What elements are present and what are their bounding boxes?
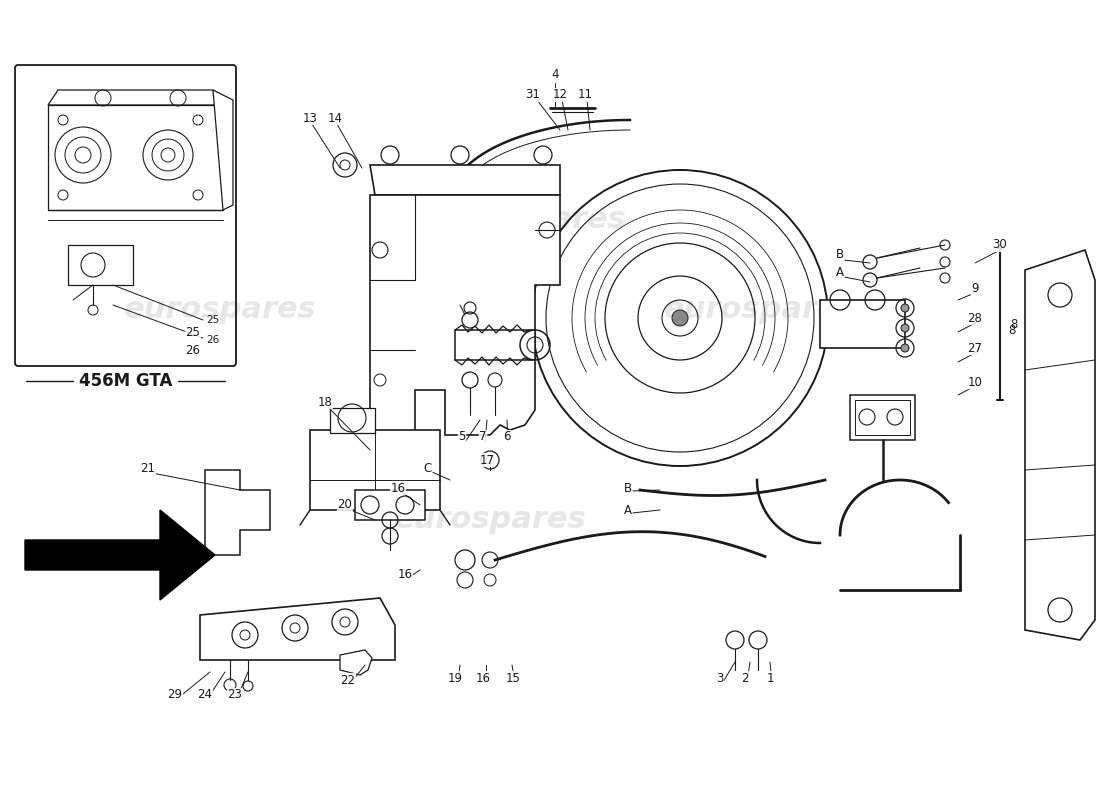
Circle shape <box>901 344 909 352</box>
Text: 8: 8 <box>1010 318 1018 331</box>
Bar <box>850 395 915 440</box>
Text: 23: 23 <box>228 689 242 702</box>
Text: 17: 17 <box>480 454 495 466</box>
Text: B: B <box>624 482 632 494</box>
Polygon shape <box>340 650 372 675</box>
Text: 456M GTA: 456M GTA <box>79 372 173 390</box>
Text: eurospares: eurospares <box>394 506 586 534</box>
Circle shape <box>672 310 688 326</box>
Text: 20: 20 <box>338 498 352 511</box>
Text: 9: 9 <box>971 282 979 294</box>
Text: 27: 27 <box>968 342 982 354</box>
Text: 25: 25 <box>206 315 219 325</box>
Text: 19: 19 <box>448 671 462 685</box>
Text: 15: 15 <box>506 671 520 685</box>
Text: 16: 16 <box>397 569 412 582</box>
Text: 29: 29 <box>167 689 183 702</box>
Text: 31: 31 <box>526 89 540 102</box>
Circle shape <box>901 324 909 332</box>
Text: A: A <box>836 266 844 278</box>
Bar <box>820 300 905 348</box>
Bar <box>310 430 440 510</box>
Text: eurospares: eurospares <box>123 295 317 325</box>
Text: eurospares: eurospares <box>433 206 626 234</box>
Text: A: A <box>624 503 632 517</box>
Text: 28: 28 <box>968 311 982 325</box>
Polygon shape <box>205 470 270 555</box>
Text: 6: 6 <box>504 430 510 443</box>
Bar <box>855 400 910 435</box>
Text: eurospares: eurospares <box>663 295 857 325</box>
Polygon shape <box>48 105 223 210</box>
Text: 2: 2 <box>741 671 749 685</box>
Text: 26: 26 <box>206 335 219 345</box>
Text: 5: 5 <box>459 430 465 443</box>
Text: 25: 25 <box>186 326 200 338</box>
Text: B: B <box>836 249 844 262</box>
Text: 26: 26 <box>186 343 200 357</box>
Bar <box>355 490 425 520</box>
Text: 30: 30 <box>992 238 1008 251</box>
Text: 21: 21 <box>141 462 155 474</box>
Circle shape <box>901 304 909 312</box>
Text: 1: 1 <box>767 671 773 685</box>
Text: 11: 11 <box>578 89 593 102</box>
Bar <box>330 408 375 433</box>
Polygon shape <box>370 195 560 440</box>
Text: 18: 18 <box>318 395 332 409</box>
Polygon shape <box>213 90 233 210</box>
Text: 3: 3 <box>716 671 724 685</box>
Bar <box>455 330 535 360</box>
Text: C: C <box>424 462 432 474</box>
Text: 10: 10 <box>968 375 982 389</box>
Polygon shape <box>48 90 223 105</box>
Text: 7: 7 <box>480 430 486 443</box>
Text: 16: 16 <box>475 671 491 685</box>
Text: 24: 24 <box>198 689 212 702</box>
Polygon shape <box>1025 250 1094 640</box>
Text: 16: 16 <box>390 482 406 494</box>
Polygon shape <box>68 245 133 285</box>
Text: 22: 22 <box>341 674 355 686</box>
Text: 8: 8 <box>1009 323 1015 337</box>
Text: 14: 14 <box>328 111 342 125</box>
Polygon shape <box>200 598 395 660</box>
Polygon shape <box>25 510 215 600</box>
Text: 13: 13 <box>302 111 318 125</box>
Text: 4: 4 <box>551 69 559 82</box>
Text: 12: 12 <box>552 89 568 102</box>
Polygon shape <box>370 165 560 195</box>
